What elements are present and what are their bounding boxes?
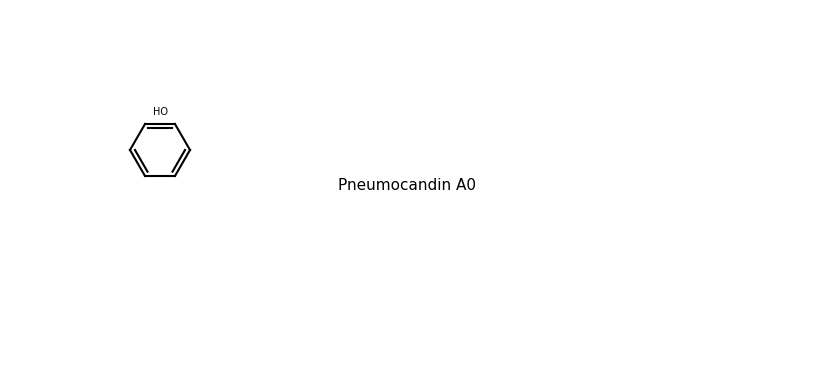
Text: HO: HO xyxy=(152,107,168,117)
Text: Pneumocandin A0: Pneumocandin A0 xyxy=(338,178,476,193)
